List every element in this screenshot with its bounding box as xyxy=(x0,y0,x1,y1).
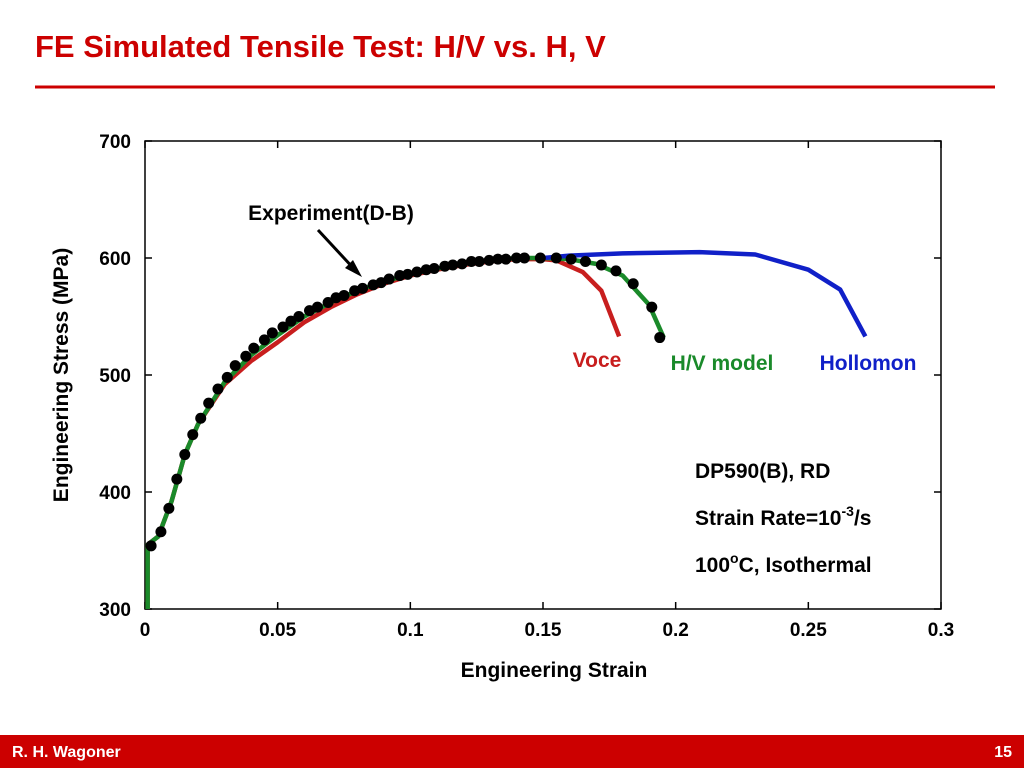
y-tick-label: 500 xyxy=(99,366,131,387)
x-tick-label: 0 xyxy=(140,620,151,641)
data-point xyxy=(203,397,215,409)
data-point xyxy=(145,540,157,552)
data-point xyxy=(456,258,468,270)
data-point xyxy=(492,253,504,265)
data-point xyxy=(565,253,577,265)
data-point xyxy=(258,334,270,346)
x-tick-label: 0.3 xyxy=(928,620,954,641)
data-point xyxy=(627,278,639,290)
series-label: Hollomon xyxy=(820,352,917,375)
data-point xyxy=(212,383,224,395)
data-point xyxy=(163,502,175,514)
data-point xyxy=(155,526,167,538)
x-tick-label: 0.2 xyxy=(662,620,688,641)
note-line: Strain Rate=10-3/s xyxy=(695,503,871,530)
x-tick-label: 0.1 xyxy=(397,620,424,641)
series-label: Voce xyxy=(573,349,622,372)
note-after: C, Isothermal xyxy=(739,554,872,577)
data-point xyxy=(240,350,252,362)
note-text: DP590(B), RD xyxy=(695,460,830,483)
series-line xyxy=(145,255,666,609)
note-line: DP590(B), RD xyxy=(695,460,830,483)
note-text: 100 xyxy=(695,554,730,577)
data-point xyxy=(473,256,485,268)
note-line: 100oC, Isothermal xyxy=(695,550,872,577)
x-tick-label: 0.15 xyxy=(525,620,562,641)
footer-author: R. H. Wagoner xyxy=(12,744,121,761)
y-tick-label: 400 xyxy=(99,483,131,504)
data-point xyxy=(277,321,289,333)
data-point xyxy=(579,256,591,268)
data-point xyxy=(483,254,495,266)
data-point xyxy=(248,342,260,354)
slide-title: FE Simulated Tensile Test: H/V vs. H, V xyxy=(35,29,606,64)
data-point xyxy=(266,327,278,339)
data-point xyxy=(465,256,477,268)
footer-page: 15 xyxy=(994,744,1012,761)
data-point xyxy=(595,259,607,271)
data-point xyxy=(550,252,562,264)
data-point xyxy=(285,315,297,327)
data-point xyxy=(187,429,199,441)
data-point xyxy=(338,289,350,301)
y-tick-label: 700 xyxy=(99,132,131,153)
footer-bar xyxy=(0,735,1024,768)
x-axis-label: Engineering Strain xyxy=(461,659,648,682)
data-point xyxy=(229,360,241,372)
y-tick-label: 300 xyxy=(99,600,131,621)
note-after: /s xyxy=(854,507,872,530)
data-point xyxy=(510,252,522,264)
data-point xyxy=(654,332,666,344)
note-text: Strain Rate=10 xyxy=(695,507,842,530)
data-point xyxy=(171,473,183,485)
x-tick-label: 0.25 xyxy=(790,620,827,641)
data-point xyxy=(383,273,395,285)
series-label: Experiment(D-B) xyxy=(248,202,414,225)
note-sup: -3 xyxy=(842,503,855,519)
data-point xyxy=(447,259,459,271)
arrow-head xyxy=(345,260,362,277)
data-point xyxy=(500,253,512,265)
data-point xyxy=(610,265,622,277)
data-point xyxy=(402,268,414,280)
data-point xyxy=(428,263,440,275)
data-point xyxy=(518,252,530,264)
data-point xyxy=(311,301,323,313)
note-sup: o xyxy=(730,550,739,566)
y-tick-label: 600 xyxy=(99,249,131,270)
series-line xyxy=(145,256,622,609)
data-point xyxy=(534,252,546,264)
series-label: H/V model xyxy=(671,352,774,375)
series-line xyxy=(542,249,868,338)
data-point xyxy=(357,282,369,294)
y-axis-label: Engineering Stress (MPa) xyxy=(50,248,73,502)
data-point xyxy=(411,266,423,278)
data-point xyxy=(195,412,207,424)
data-point xyxy=(179,449,191,461)
x-tick-label: 0.05 xyxy=(259,620,296,641)
data-point xyxy=(293,311,305,322)
data-point xyxy=(322,296,334,308)
data-point xyxy=(221,371,233,383)
data-point xyxy=(646,301,658,313)
